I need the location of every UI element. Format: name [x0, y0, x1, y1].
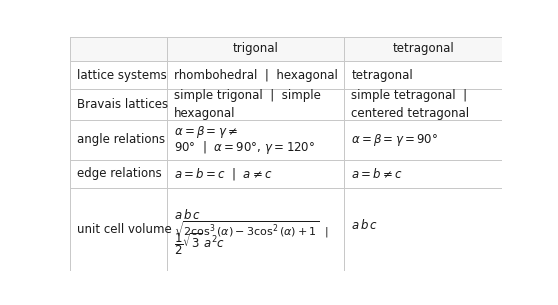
Text: $90°$  |  $\alpha = 90°,\, \gamma = 120°$: $90°$ | $\alpha = 90°,\, \gamma = 120°$ — [174, 139, 315, 156]
Text: $a = b \neq c$: $a = b \neq c$ — [352, 167, 403, 181]
Text: $\sqrt{2\cos^3(\alpha) - 3\cos^2(\alpha) + 1}$  |: $\sqrt{2\cos^3(\alpha) - 3\cos^2(\alpha)… — [174, 219, 329, 240]
Text: edge relations: edge relations — [76, 167, 161, 181]
Text: $\alpha = \beta = \gamma = 90°$: $\alpha = \beta = \gamma = 90°$ — [352, 132, 439, 148]
Text: tetragonal: tetragonal — [352, 69, 413, 82]
Text: $\dfrac{1}{2}\sqrt{3}\;a^2 c$: $\dfrac{1}{2}\sqrt{3}\;a^2 c$ — [174, 231, 225, 257]
Text: trigonal: trigonal — [233, 42, 278, 56]
Text: rhombohedral  |  hexagonal: rhombohedral | hexagonal — [174, 69, 338, 82]
Text: Bravais lattices: Bravais lattices — [76, 98, 168, 111]
Text: unit cell volume: unit cell volume — [76, 223, 171, 236]
Bar — [70, 37, 167, 61]
Text: simple trigonal  |  simple
hexagonal: simple trigonal | simple hexagonal — [174, 89, 321, 120]
Text: $\alpha = \beta = \gamma \neq$: $\alpha = \beta = \gamma \neq$ — [174, 124, 238, 140]
Text: lattice systems: lattice systems — [76, 69, 166, 82]
Text: tetragonal: tetragonal — [392, 42, 454, 56]
Text: $a = b = c$  |  $a \neq c$: $a = b = c$ | $a \neq c$ — [174, 166, 273, 182]
Bar — [344, 37, 502, 61]
Text: simple tetragonal  |
centered tetragonal: simple tetragonal | centered tetragonal — [352, 89, 469, 120]
Text: $a\,b\,c$: $a\,b\,c$ — [352, 218, 378, 232]
Text: $a\,b\,c$: $a\,b\,c$ — [174, 208, 201, 222]
Text: angle relations: angle relations — [76, 133, 165, 146]
Bar — [167, 37, 344, 61]
